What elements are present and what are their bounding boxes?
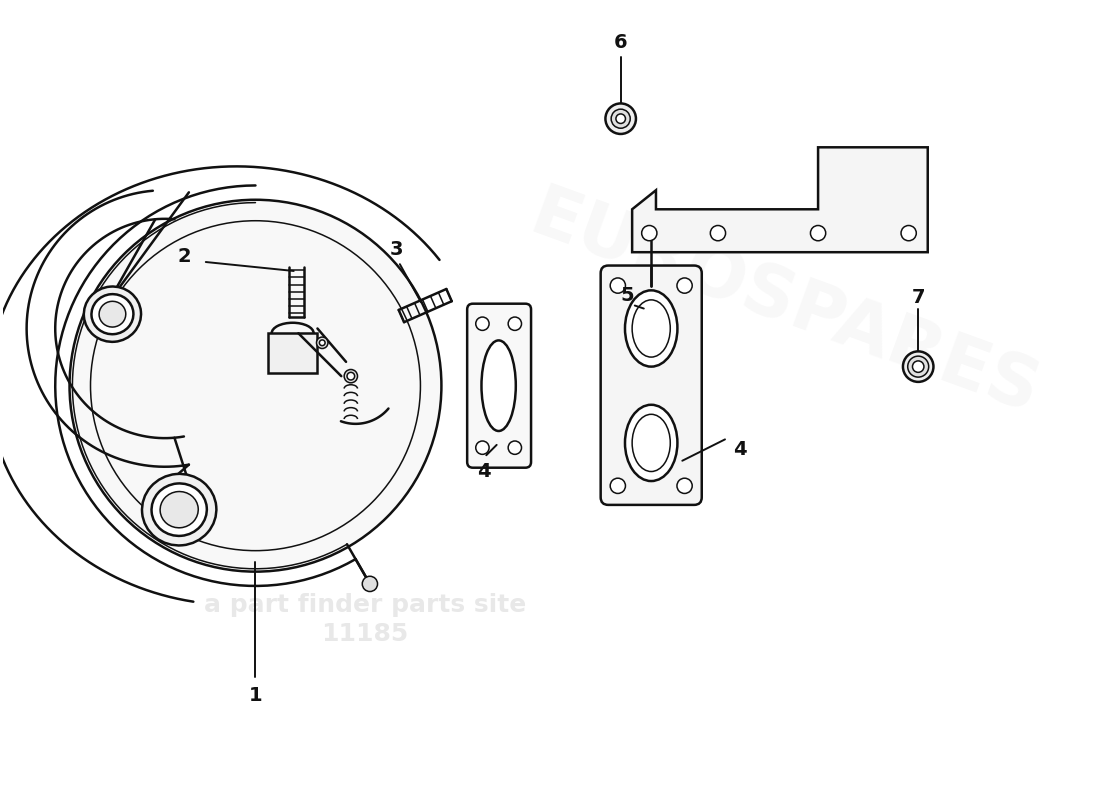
Text: EUROSPARES: EUROSPARES [520, 181, 1048, 429]
Text: 1: 1 [249, 686, 262, 705]
Circle shape [475, 441, 490, 454]
Text: 11185: 11185 [321, 622, 409, 646]
Ellipse shape [142, 474, 217, 546]
Circle shape [605, 103, 636, 134]
Circle shape [676, 278, 692, 294]
FancyBboxPatch shape [468, 304, 531, 468]
Ellipse shape [84, 286, 141, 342]
Ellipse shape [625, 405, 678, 481]
Circle shape [913, 361, 924, 372]
Circle shape [362, 576, 377, 591]
Text: a part finder parts site: a part finder parts site [204, 593, 526, 617]
Circle shape [612, 109, 630, 128]
Ellipse shape [161, 491, 198, 528]
Ellipse shape [99, 302, 125, 327]
Text: 4: 4 [477, 462, 491, 481]
Circle shape [508, 441, 521, 454]
Circle shape [711, 226, 726, 241]
Circle shape [319, 340, 326, 346]
FancyBboxPatch shape [268, 334, 318, 374]
Text: 3: 3 [389, 240, 404, 259]
Circle shape [346, 372, 354, 380]
Ellipse shape [91, 294, 133, 334]
Text: 4: 4 [733, 440, 747, 459]
Polygon shape [632, 147, 927, 252]
Circle shape [610, 278, 626, 294]
Text: 7: 7 [912, 287, 925, 306]
Circle shape [676, 478, 692, 494]
Circle shape [908, 356, 928, 377]
Circle shape [901, 226, 916, 241]
Text: 5: 5 [620, 286, 635, 305]
Circle shape [344, 370, 358, 383]
Ellipse shape [152, 483, 207, 536]
Circle shape [508, 317, 521, 330]
Text: 6: 6 [614, 33, 627, 52]
FancyBboxPatch shape [601, 266, 702, 505]
Circle shape [903, 351, 934, 382]
Circle shape [610, 478, 626, 494]
Ellipse shape [625, 290, 678, 366]
Circle shape [811, 226, 826, 241]
Circle shape [69, 200, 441, 572]
Circle shape [616, 114, 626, 123]
Circle shape [641, 226, 657, 241]
Circle shape [475, 317, 490, 330]
Text: 2: 2 [177, 247, 190, 266]
Ellipse shape [482, 341, 516, 431]
Circle shape [317, 337, 328, 349]
